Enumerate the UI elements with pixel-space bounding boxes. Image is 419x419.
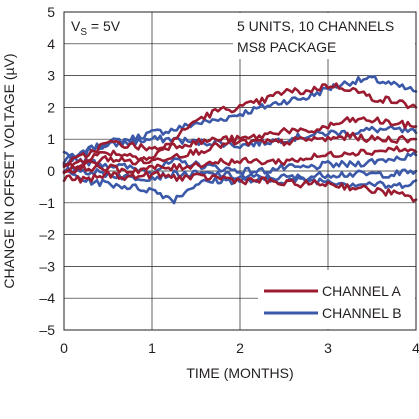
y-tick-label: –4 [39,290,55,306]
x-tick-label: 2 [236,340,244,356]
x-tick-label: 1 [148,340,156,356]
x-tick-label: 4 [412,340,419,356]
annotation-background [233,13,415,59]
y-tick-label: 3 [47,68,55,84]
plot-frame [63,11,417,331]
condition-symbol: V [71,18,81,34]
series-line-channel-a [62,82,418,169]
legend: CHANNEL A CHANNEL B [264,283,402,321]
series-line-channel-b [62,168,418,205]
y-tick-label: 5 [47,4,55,20]
y-tick-labels: –5 –4 –3 –2 –1 0 1 2 3 4 5 [39,4,55,338]
legend-label-channel-b: CHANNEL B [322,305,402,321]
y-tick-label: –1 [39,195,55,211]
y-tick-label: –5 [39,322,55,338]
y-tick-label: 2 [47,99,55,115]
y-axis-title: CHANGE IN OFFSET VOLTAGE (µV) [1,53,17,288]
series-line-channel-b [62,125,418,164]
x-tick-label: 0 [60,340,68,356]
y-tick-label: 1 [47,131,55,147]
x-tick-labels: 0 1 2 3 4 [60,340,419,356]
units-note-line2: MS8 PACKAGE [237,39,336,55]
condition-background [65,13,149,39]
series-line-channel-a [62,116,418,167]
condition-subscript: S [80,27,87,38]
series-line-channel-a [62,131,418,173]
y-tick-label: –2 [39,227,55,243]
series-line-channel-a [62,170,418,203]
x-tick-label: 3 [324,340,332,356]
y-tick-label: 4 [47,36,55,52]
y-tick-label: –3 [39,258,55,274]
legend-label-channel-a: CHANNEL A [322,283,402,299]
units-note-line1: 5 UNITS, 10 CHANNELS [237,18,394,34]
condition-value: = 5V [87,18,121,34]
series-layer [62,75,418,205]
x-axis-title: TIME (MONTHS) [186,365,293,381]
supply-condition-label: VS = 5V [71,18,121,38]
y-tick-label: 0 [47,163,55,179]
series-line-channel-b [62,150,418,176]
legend-background [258,270,415,329]
series-line-channel-a [62,145,418,175]
